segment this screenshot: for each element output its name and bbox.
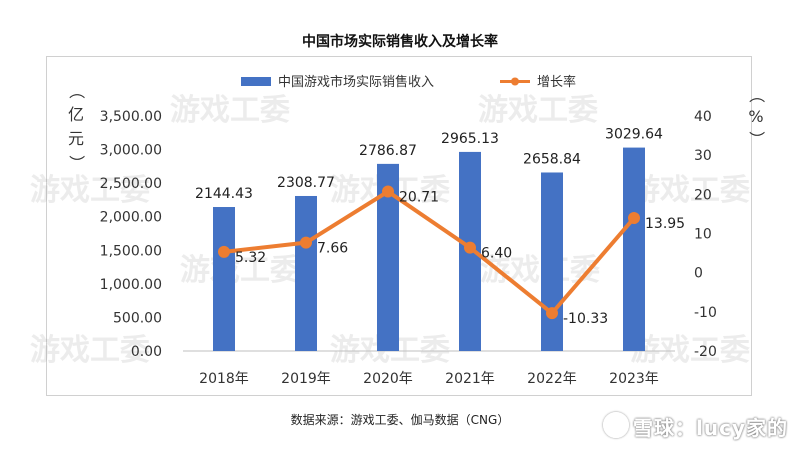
right-tick-label: -10 xyxy=(694,305,717,321)
left-axis-title-char: ） xyxy=(67,155,86,171)
bar xyxy=(213,207,235,351)
watermark-text: 游戏工委 xyxy=(630,173,750,208)
left-axis-title-char: 元 xyxy=(68,129,84,148)
brand-text: 雪球：lucy家的 xyxy=(633,416,788,440)
legend[interactable]: 中国游戏市场实际销售收入 增长率 xyxy=(241,74,576,90)
line-value-label: 20.71 xyxy=(399,190,439,206)
left-tick-label: 1,000.00 xyxy=(100,277,162,293)
line-series xyxy=(218,185,640,320)
left-tick-label: 0.00 xyxy=(131,344,162,360)
line-data-labels: 5.32 7.66 20.71 6.40 -10.33 13.95 xyxy=(235,190,685,328)
line-point xyxy=(464,241,476,254)
line-point xyxy=(300,236,312,249)
chart-frame xyxy=(46,56,752,396)
x-tick-label: 2022年 xyxy=(527,371,577,387)
bar-value-label: 2144.43 xyxy=(195,186,253,202)
line-point xyxy=(382,185,394,198)
left-axis-title: （ 亿元 ） xyxy=(67,83,86,171)
bar-value-label: 2308.77 xyxy=(277,175,335,191)
left-axis-title-char: （ xyxy=(67,83,86,99)
bar xyxy=(623,147,645,351)
left-axis-title-char: 亿 xyxy=(68,105,84,124)
left-tick-label: 3,000.00 xyxy=(100,143,162,159)
legend-line-marker xyxy=(511,77,519,86)
line-value-label: -10.33 xyxy=(563,311,608,327)
bar-value-label: 2786.87 xyxy=(359,143,417,159)
left-tick-label: 500.00 xyxy=(113,310,162,326)
growth-rate-line xyxy=(223,189,636,316)
right-tick-label: 40 xyxy=(694,109,712,125)
bar-series xyxy=(213,147,645,351)
bar xyxy=(541,172,563,351)
left-tick-label: 2,000.00 xyxy=(100,210,162,226)
left-tick-label: 1,500.00 xyxy=(100,243,162,259)
watermark-text: 游戏工委 xyxy=(30,333,150,368)
x-tick-label: 2023年 xyxy=(609,371,659,387)
chart-title: 中国市场实际销售收入及增长率 xyxy=(302,34,498,50)
x-tick-label: 2018年 xyxy=(199,371,249,387)
legend-bar-label: 中国游戏市场实际销售收入 xyxy=(278,74,434,90)
right-tick-label: -20 xyxy=(694,344,717,360)
left-tick-label: 3,500.00 xyxy=(100,109,162,125)
left-tick-label: 2,500.00 xyxy=(100,176,162,192)
right-tick-label: 30 xyxy=(694,148,712,164)
line-point xyxy=(628,212,640,225)
watermark-text: 游戏工委 xyxy=(170,93,290,128)
watermark-text: 游戏工委 xyxy=(478,93,598,128)
right-axis-title-char: （ xyxy=(747,87,766,103)
line-value-label: 13.95 xyxy=(645,216,685,232)
x-tick-label: 2020年 xyxy=(363,371,413,387)
watermark-text: 游戏工委 xyxy=(30,173,150,208)
legend-bar-swatch xyxy=(241,77,271,86)
bar-value-label: 3029.64 xyxy=(605,127,663,143)
right-tick-label: 10 xyxy=(694,227,712,243)
line-value-label: 6.40 xyxy=(481,246,512,262)
x-tick-label: 2019年 xyxy=(281,371,331,387)
right-axis-title-char: ） xyxy=(747,131,766,147)
right-tick-label: 20 xyxy=(694,187,712,203)
bar xyxy=(295,195,317,351)
line-value-label: 7.66 xyxy=(317,241,348,257)
x-tick-label: 2021年 xyxy=(445,371,495,387)
right-axis-title-char: % xyxy=(748,107,763,126)
source-note: 数据来源：游戏工委、伽马数据（CNG） xyxy=(290,413,510,427)
line-point xyxy=(546,307,558,320)
line-value-label: 5.32 xyxy=(235,250,266,266)
x-axis-labels: 2018年 2019年 2020年 2021年 2022年 2023年 xyxy=(199,371,659,387)
brand-watermark: 雪球：lucy家的 xyxy=(603,412,788,441)
right-axis-title: （% ） xyxy=(747,87,766,147)
legend-line-label: 增长率 xyxy=(537,74,576,90)
bar-value-label: 2658.84 xyxy=(523,151,581,167)
bar-data-labels: 2144.43 2308.77 2786.87 2965.13 2658.84 3029.… xyxy=(195,127,663,202)
brand-logo-icon xyxy=(603,412,629,438)
left-axis-ticks: 0.00 500.00 1,000.00 1,500.00 2,000.00 2,500.… xyxy=(100,109,162,360)
bar-value-label: 2965.13 xyxy=(441,131,499,147)
bar xyxy=(377,163,399,351)
right-axis-ticks: -20 -10 0 10 20 30 40 xyxy=(694,109,717,360)
right-tick-label: 0 xyxy=(694,266,703,282)
watermark-text: 游戏工委 xyxy=(180,253,300,288)
line-point xyxy=(218,245,230,258)
